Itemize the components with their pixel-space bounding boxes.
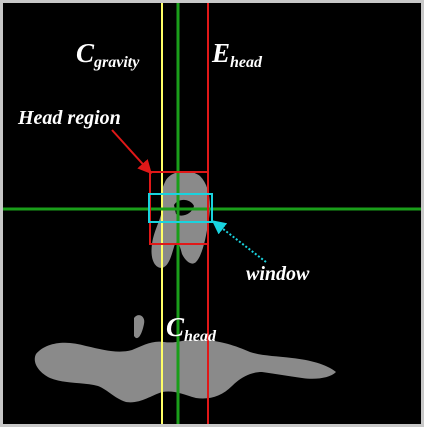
head-region-label: Head region — [17, 107, 121, 129]
body-blob — [34, 339, 337, 403]
window-box — [148, 193, 213, 223]
c-gravity-label: Cgravity — [76, 38, 140, 71]
c-head-label: Chead — [166, 312, 217, 345]
arm-fragment — [134, 315, 145, 339]
window-label: window — [246, 263, 310, 285]
window-arrow — [211, 220, 267, 263]
e-head-label: Ehead — [211, 38, 263, 71]
head-region-arrow — [111, 129, 152, 175]
